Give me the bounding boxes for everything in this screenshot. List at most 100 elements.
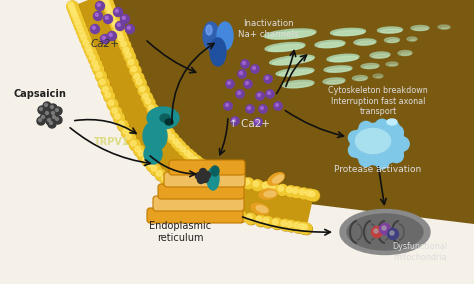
Circle shape: [298, 222, 309, 233]
Circle shape: [228, 82, 230, 85]
Circle shape: [246, 214, 257, 225]
Circle shape: [107, 99, 118, 110]
Circle shape: [285, 186, 296, 197]
Circle shape: [92, 60, 98, 66]
Circle shape: [200, 168, 207, 176]
Circle shape: [261, 106, 264, 110]
Ellipse shape: [268, 45, 304, 51]
Circle shape: [161, 175, 172, 186]
Circle shape: [246, 105, 254, 113]
Circle shape: [228, 174, 239, 185]
Circle shape: [183, 191, 194, 202]
Ellipse shape: [377, 27, 402, 33]
Circle shape: [121, 127, 132, 138]
Circle shape: [292, 188, 298, 193]
Circle shape: [151, 110, 162, 122]
Circle shape: [115, 114, 120, 119]
Circle shape: [115, 9, 118, 12]
Ellipse shape: [143, 121, 167, 151]
Text: Ca2+: Ca2+: [91, 39, 119, 49]
Circle shape: [348, 143, 363, 157]
Circle shape: [120, 40, 131, 51]
Circle shape: [71, 11, 82, 22]
Circle shape: [237, 176, 247, 187]
Circle shape: [201, 176, 209, 183]
Circle shape: [133, 73, 144, 84]
Circle shape: [292, 222, 303, 233]
Circle shape: [286, 186, 297, 197]
Ellipse shape: [364, 65, 378, 68]
Circle shape: [184, 150, 190, 156]
Ellipse shape: [386, 62, 398, 66]
Circle shape: [136, 78, 146, 89]
Circle shape: [224, 102, 232, 110]
Circle shape: [112, 21, 123, 32]
Circle shape: [115, 30, 126, 41]
Circle shape: [210, 204, 221, 215]
Circle shape: [51, 105, 54, 108]
Circle shape: [168, 133, 179, 145]
Circle shape: [183, 149, 194, 160]
Circle shape: [76, 22, 82, 28]
Circle shape: [177, 187, 188, 199]
Circle shape: [239, 72, 243, 74]
Circle shape: [130, 65, 141, 76]
Circle shape: [104, 91, 115, 103]
Circle shape: [76, 26, 87, 36]
Circle shape: [274, 102, 282, 110]
Circle shape: [145, 99, 151, 104]
Ellipse shape: [373, 54, 389, 58]
Circle shape: [85, 45, 96, 55]
Circle shape: [102, 0, 113, 7]
Circle shape: [229, 210, 235, 216]
Circle shape: [272, 218, 283, 229]
Circle shape: [78, 30, 89, 41]
Circle shape: [109, 13, 119, 24]
Circle shape: [188, 153, 193, 158]
Circle shape: [70, 9, 81, 20]
Circle shape: [68, 2, 73, 8]
Circle shape: [256, 92, 264, 100]
Circle shape: [117, 34, 128, 45]
Circle shape: [287, 222, 292, 227]
Circle shape: [269, 183, 280, 195]
Ellipse shape: [356, 78, 366, 81]
Circle shape: [372, 227, 383, 237]
Ellipse shape: [401, 53, 411, 55]
Circle shape: [106, 7, 112, 12]
Circle shape: [118, 35, 128, 46]
Circle shape: [71, 9, 76, 15]
Circle shape: [113, 26, 124, 36]
Circle shape: [178, 188, 183, 194]
Circle shape: [86, 48, 97, 59]
Ellipse shape: [251, 203, 269, 215]
Circle shape: [102, 36, 105, 39]
Circle shape: [231, 117, 239, 125]
Circle shape: [43, 102, 51, 110]
Ellipse shape: [282, 80, 314, 88]
Ellipse shape: [389, 64, 397, 66]
Circle shape: [161, 125, 172, 136]
Circle shape: [267, 91, 271, 95]
Ellipse shape: [384, 37, 400, 43]
Circle shape: [125, 52, 136, 63]
Circle shape: [102, 0, 108, 3]
Circle shape: [273, 219, 278, 225]
Ellipse shape: [357, 41, 375, 45]
Circle shape: [183, 149, 194, 160]
Ellipse shape: [438, 25, 450, 29]
Circle shape: [388, 229, 399, 239]
Circle shape: [300, 189, 305, 195]
Circle shape: [70, 8, 81, 19]
Circle shape: [348, 131, 363, 145]
Circle shape: [243, 178, 254, 189]
Circle shape: [123, 47, 129, 53]
Circle shape: [226, 80, 234, 88]
Circle shape: [101, 0, 112, 7]
Circle shape: [277, 184, 288, 195]
Circle shape: [211, 169, 217, 174]
Circle shape: [73, 15, 83, 26]
Circle shape: [147, 161, 158, 172]
Circle shape: [112, 22, 118, 28]
Circle shape: [130, 66, 141, 77]
